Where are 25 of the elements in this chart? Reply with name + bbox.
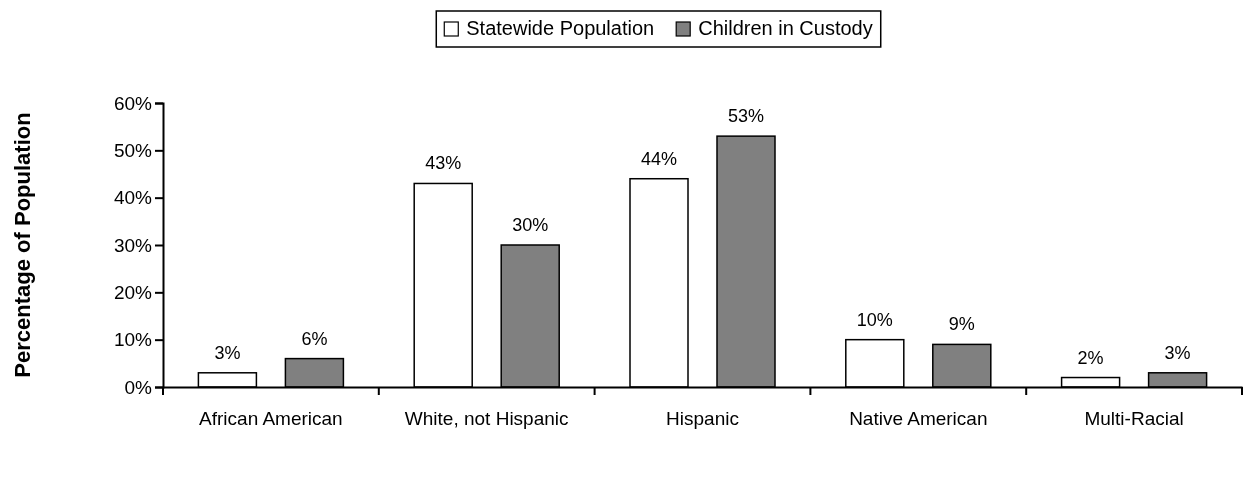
data-label: 43% (425, 153, 462, 174)
data-label: 30% (512, 215, 549, 235)
legend-label: Statewide Population (466, 17, 655, 39)
x-tick-label: Native American (849, 408, 988, 429)
y-tick-label: 60% (113, 92, 153, 114)
y-tick-label: 50% (113, 139, 153, 161)
legend-label: Children in Custody (698, 17, 873, 39)
data-label: 3% (214, 342, 241, 363)
x-tick-label: Hispanic (666, 408, 739, 429)
y-axis-title: Percentage of Population (10, 112, 35, 378)
data-label: 53% (727, 106, 765, 127)
y-tick-label: 10% (113, 329, 153, 351)
y-tick-label: 40% (113, 187, 153, 209)
y-tick-label: 20% (113, 281, 153, 303)
y-tick-label: 30% (113, 234, 153, 256)
data-label: 44% (640, 148, 678, 169)
data-label: 3% (1164, 342, 1191, 363)
y-tick-label: 0% (124, 376, 153, 398)
data-label: 9% (948, 314, 975, 335)
x-tick-label: Multi-Racial (1084, 408, 1184, 429)
x-tick-label: White, not Hispanic (404, 408, 569, 429)
data-label: 6% (301, 328, 328, 349)
data-label: 10% (856, 309, 893, 330)
data-label: 2% (1077, 347, 1104, 368)
x-tick-label: African American (199, 408, 343, 429)
